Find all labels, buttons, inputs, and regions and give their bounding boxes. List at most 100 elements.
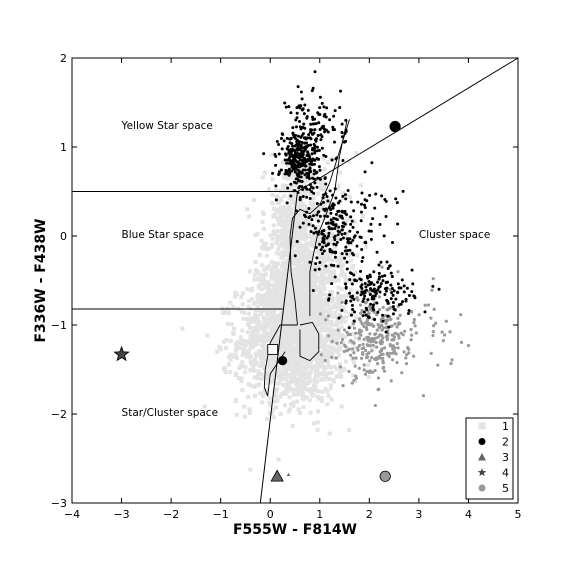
point-series-1 <box>340 315 345 320</box>
point-series-2 <box>305 116 309 120</box>
point-series-1 <box>312 304 317 309</box>
point-series-1 <box>270 236 275 241</box>
point-series-2 <box>348 291 352 295</box>
point-series-2 <box>312 191 316 195</box>
point-series-1 <box>296 357 301 362</box>
point-series-1 <box>272 399 277 404</box>
point-series-5 <box>450 358 454 362</box>
point-series-1 <box>280 261 285 266</box>
point-series-1 <box>321 262 326 267</box>
point-series-2 <box>307 207 311 211</box>
point-series-2 <box>349 215 353 219</box>
point-series-1 <box>294 295 299 300</box>
point-series-5 <box>459 313 463 317</box>
point-series-2 <box>291 154 295 158</box>
point-series-1 <box>286 253 291 258</box>
point-series-2 <box>355 244 359 248</box>
point-series-1 <box>312 350 317 355</box>
point-series-1 <box>233 294 238 299</box>
point-series-2 <box>367 280 371 284</box>
point-series-1 <box>295 196 300 201</box>
point-series-1 <box>240 388 245 393</box>
point-series-1 <box>246 394 251 399</box>
point-series-5 <box>356 298 360 302</box>
point-series-5 <box>393 322 397 326</box>
point-series-1 <box>289 186 294 191</box>
point-series-2 <box>394 297 398 301</box>
point-series-1 <box>284 383 289 388</box>
point-series-1 <box>269 300 274 305</box>
point-series-1 <box>327 377 332 382</box>
point-series-1 <box>275 329 280 334</box>
point-series-2 <box>325 214 329 218</box>
point-series-2 <box>323 130 327 134</box>
point-series-2 <box>404 299 408 303</box>
point-series-5 <box>344 344 348 349</box>
point-series-2 <box>401 300 405 304</box>
point-series-1 <box>266 286 271 291</box>
point-series-1 <box>316 180 321 185</box>
point-series-1 <box>267 246 272 251</box>
point-series-1 <box>297 392 302 397</box>
point-series-1 <box>330 370 335 375</box>
point-series-1 <box>293 227 298 232</box>
point-series-1 <box>318 281 323 286</box>
legend-label: 3 <box>502 451 509 464</box>
point-series-2 <box>320 146 324 150</box>
point-series-1 <box>316 313 321 318</box>
point-series-1 <box>296 255 301 260</box>
point-series-2 <box>386 314 390 318</box>
point-series-1 <box>304 177 309 182</box>
point-series-2 <box>279 168 283 172</box>
point-series-5 <box>385 318 389 323</box>
point-series-1 <box>291 375 296 380</box>
point-series-2 <box>324 264 328 268</box>
point-series-2 <box>319 138 323 142</box>
point-series-5 <box>365 343 369 347</box>
point-series-1 <box>303 272 308 277</box>
point-series-2 <box>379 260 383 264</box>
point-series-1 <box>255 304 260 309</box>
point-series-1 <box>339 253 344 258</box>
point-series-1 <box>267 264 272 269</box>
point-series-1 <box>322 307 327 312</box>
point-series-1 <box>263 317 268 322</box>
point-series-2 <box>371 306 375 310</box>
point-series-1 <box>234 356 239 361</box>
point-series-2 <box>300 97 304 101</box>
point-series-2 <box>321 200 325 204</box>
point-series-2 <box>336 233 340 237</box>
point-series-1 <box>269 305 274 310</box>
marker-series-4 <box>113 345 130 362</box>
point-series-1 <box>285 241 290 246</box>
point-series-1 <box>288 331 293 336</box>
point-series-1 <box>284 252 289 257</box>
point-series-2 <box>361 256 365 260</box>
point-series-2 <box>309 137 313 141</box>
point-series-1 <box>284 355 289 360</box>
point-series-5 <box>361 352 365 356</box>
point-series-2 <box>361 299 365 303</box>
point-series-1 <box>335 349 340 354</box>
point-series-1 <box>306 333 311 338</box>
point-series-1 <box>298 201 303 206</box>
point-series-1 <box>334 331 339 336</box>
point-series-1 <box>323 196 328 201</box>
point-series-2 <box>379 282 383 286</box>
point-series-2 <box>313 151 317 155</box>
point-series-1 <box>309 266 314 271</box>
point-series-1 <box>254 300 259 305</box>
point-series-2 <box>344 139 348 143</box>
point-series-1 <box>245 330 250 335</box>
point-series-1 <box>245 353 250 358</box>
track-line-1 <box>309 120 348 317</box>
point-series-2 <box>371 217 375 221</box>
point-series-5 <box>368 323 373 327</box>
point-series-1 <box>305 346 310 351</box>
point-series-1 <box>314 203 319 208</box>
point-series-2 <box>289 182 293 186</box>
point-series-1 <box>311 310 316 315</box>
point-series-2 <box>350 219 354 223</box>
point-series-1 <box>332 278 337 283</box>
point-series-1 <box>270 373 275 378</box>
